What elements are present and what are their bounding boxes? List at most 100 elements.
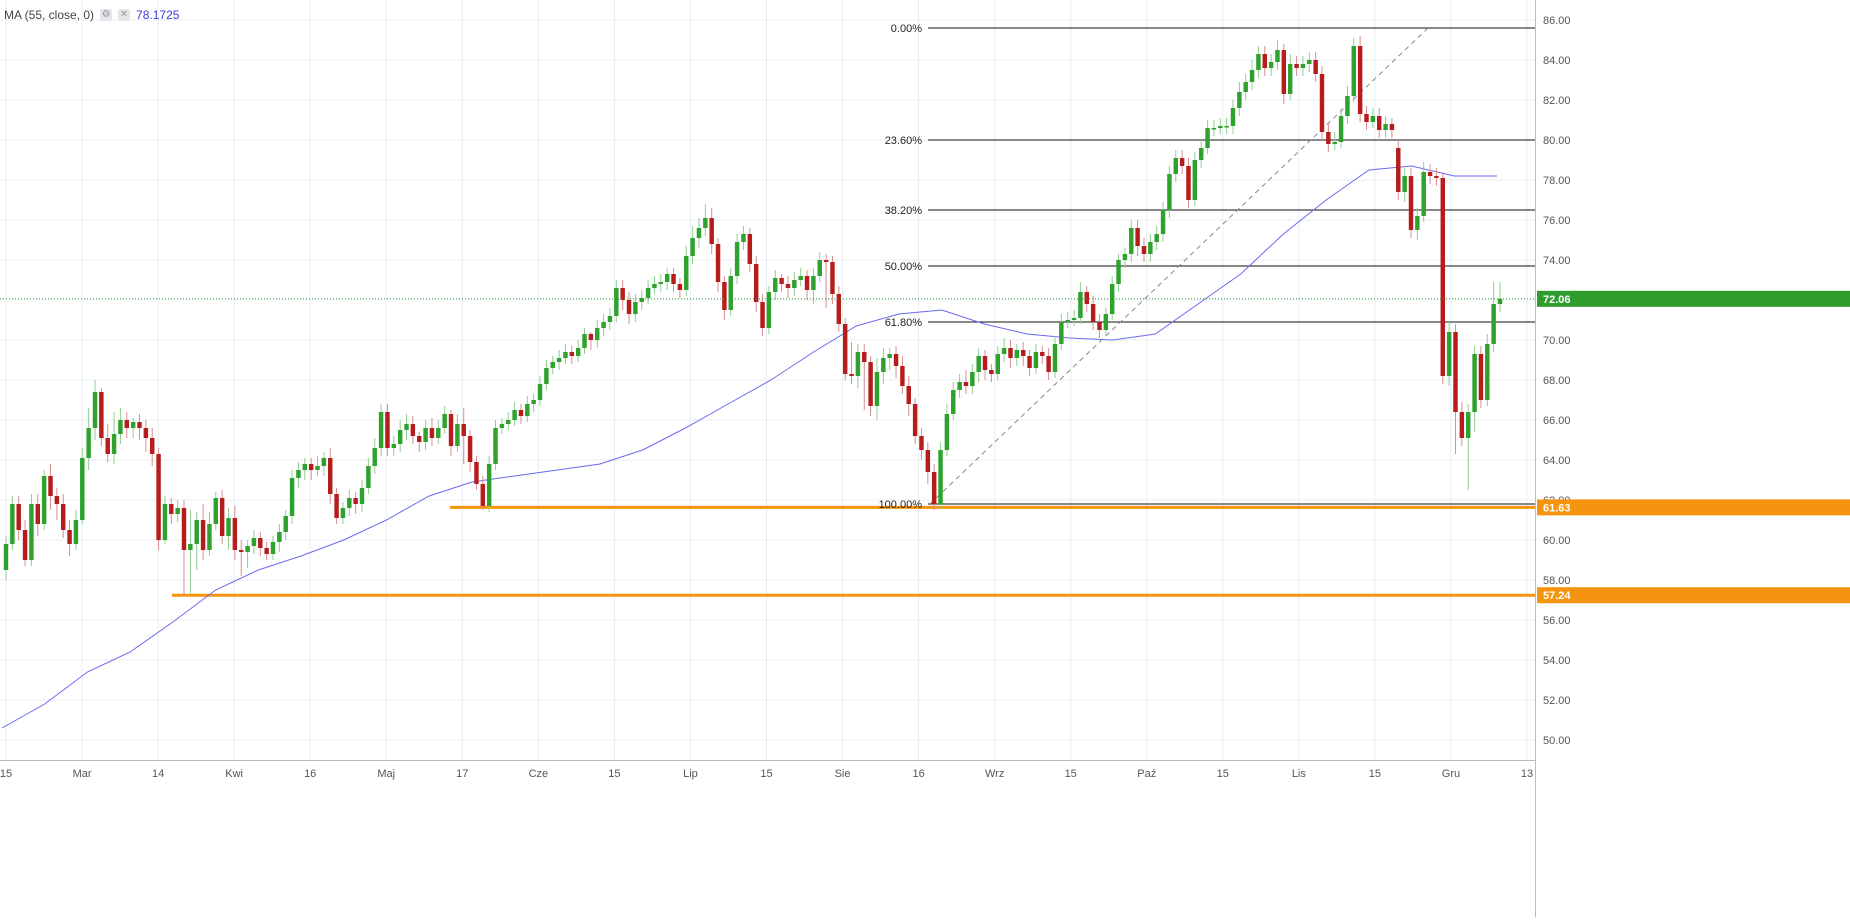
indicator-title: MA (55, close, 0) [4,8,94,22]
candle-body [1339,116,1343,142]
price-tick-label: 86.00 [1543,15,1571,27]
candle-body [1116,260,1120,284]
candle-body [1148,242,1152,254]
candle-body [341,508,345,518]
candle-body [55,496,59,504]
candle-body [23,530,27,560]
close-icon[interactable]: ✕ [118,9,130,21]
time-tick-label: Lip [683,768,698,780]
candle-body [455,424,459,446]
price-tick-label: 54.00 [1543,655,1571,667]
candle-body [112,434,116,454]
candle-body [1460,412,1464,438]
candle-body [811,276,815,290]
candle-body [105,438,109,454]
candle-body [1256,54,1260,70]
candle-body [1015,350,1019,358]
candle-body [1415,216,1419,230]
candle-body [1154,234,1158,242]
support-price-tag [1537,587,1850,603]
candle-body [678,284,682,290]
candle-body [201,520,205,550]
candle-body [932,472,936,504]
candle-body [1231,108,1235,126]
candle-body [245,546,249,552]
time-tick-label: 15 [608,768,620,780]
candle-body [646,288,650,298]
candle-body [86,428,90,458]
candle-body [1498,299,1502,304]
candle-body [1193,160,1197,200]
candle-body [875,372,879,406]
candle-body [366,466,370,488]
candle-body [563,352,567,358]
candle-body [398,430,402,444]
gear-icon[interactable]: ⚙ [100,9,112,21]
time-tick-label: Mar [73,768,92,780]
candle-body [144,428,148,438]
candle-body [983,356,987,370]
candle-body [900,366,904,386]
candle-body [798,276,802,280]
candle-body [1059,322,1063,344]
candle-body [786,284,790,288]
candle-body [258,538,262,548]
time-tick-label: Sie [835,768,851,780]
candle-body [474,462,478,484]
candle-body [36,504,40,524]
price-tick-label: 74.00 [1543,255,1571,267]
time-tick-label: 15 [760,768,772,780]
fib-level-label: 38.20% [885,205,923,217]
candle-body [220,498,224,536]
candle-body [1301,64,1305,68]
candle-body [620,288,624,300]
fib-level-label: 100.00% [879,499,923,511]
candle-body [716,244,720,282]
candle-body [589,334,593,340]
candle-body [290,478,294,516]
candle-body [1034,352,1038,368]
candle-body [182,508,186,550]
candle-body [582,334,586,348]
candle-body [1345,96,1349,116]
support-price-tag [1537,499,1850,515]
candle-body [1447,332,1451,376]
price-tick-label: 60.00 [1543,535,1571,547]
candle-body [824,260,828,262]
time-tick-label: Lis [1292,768,1307,780]
candle-body [10,504,14,544]
candle-body [1142,246,1146,254]
fib-level-label: 0.00% [891,23,922,35]
candle-body [1421,172,1425,216]
candle-body [595,328,599,340]
candle-body [557,358,561,362]
candle-body [843,324,847,374]
candle-body [436,428,440,438]
candle-body [194,520,198,544]
candle-body [233,518,237,550]
candle-body [175,508,179,514]
candle-body [1294,64,1298,68]
candle-body [659,282,663,284]
fib-level-label: 50.00% [885,261,923,273]
candle-body [887,354,891,358]
candle-body [1243,82,1247,92]
candle-body [1326,132,1330,144]
candle-body [1199,148,1203,160]
candle-body [1002,348,1006,354]
candle-body [1053,344,1057,372]
candle-body [633,302,637,314]
candle-body [417,436,421,442]
candle-body [1212,128,1216,130]
candle-body [252,538,256,546]
candle-body [519,410,523,416]
price-tick-label: 56.00 [1543,615,1571,627]
candle-body [1224,126,1228,128]
candle-body [500,424,504,428]
candle-body [1250,70,1254,82]
candle-body [169,504,173,514]
candle-body [512,410,516,420]
